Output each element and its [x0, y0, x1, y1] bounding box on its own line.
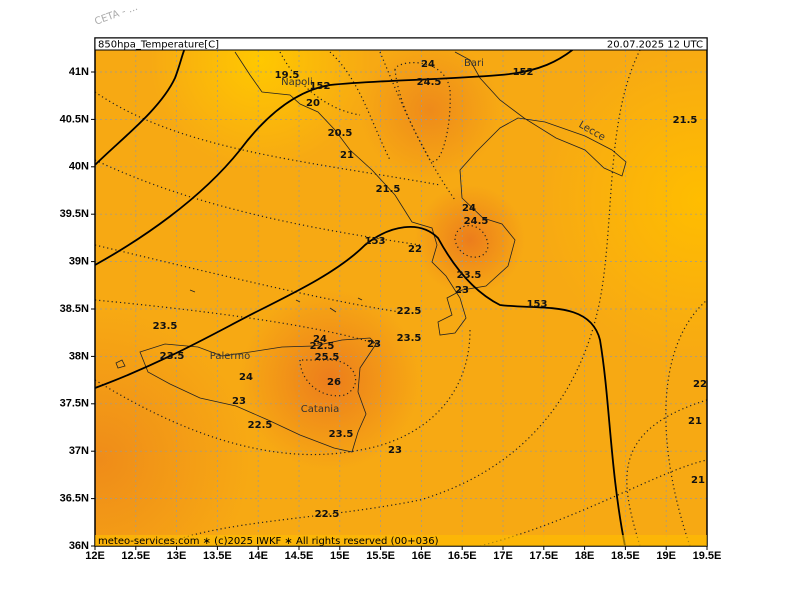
- lat-label: 39N: [69, 256, 89, 268]
- map-title: 850hpa_Temperature[C]: [98, 40, 219, 51]
- map-area: [95, 50, 707, 546]
- header-bar: [94, 37, 708, 51]
- city-label: Bari: [464, 58, 484, 69]
- graticule: [95, 50, 707, 546]
- lat-label: 41N: [69, 66, 89, 78]
- contour-label: 152: [513, 67, 534, 78]
- lat-label: 37.5N: [60, 398, 89, 410]
- coastline: [139, 337, 377, 453]
- city-label: Napoli: [281, 77, 313, 88]
- coastline: [234, 51, 627, 336]
- lon-label: 19.5E: [693, 550, 722, 562]
- watermark: CETA - ...: [93, 2, 139, 28]
- contour-label: 23.5: [457, 270, 482, 281]
- lon-label: 16E: [412, 550, 432, 562]
- lon-label: 12E: [85, 550, 105, 562]
- contour-label: 23.5: [329, 429, 354, 440]
- coastline: [115, 289, 363, 369]
- contour-label: 24: [239, 372, 253, 383]
- contour-label: 24: [421, 59, 435, 70]
- isotherm: [95, 50, 707, 546]
- lat-label: 37N: [69, 445, 89, 457]
- lon-label: 16.5E: [448, 550, 477, 562]
- lat-label: 38N: [69, 350, 89, 362]
- lon-label: 12.5E: [121, 550, 150, 562]
- contour-label: 21.5: [376, 184, 401, 195]
- lon-label: 17.5E: [529, 550, 558, 562]
- footer-bar: [95, 535, 707, 546]
- contour-label: 153: [365, 236, 386, 247]
- contour-label: 22.5: [248, 420, 273, 431]
- contour-label: 26: [327, 377, 341, 388]
- contour-label: 24: [462, 203, 476, 214]
- contour-label: 21.5: [673, 115, 698, 126]
- lon-label: 17E: [493, 550, 513, 562]
- lat-label: 40N: [69, 161, 89, 173]
- geopotential-line: [95, 50, 626, 546]
- contour-label: 22: [408, 244, 422, 255]
- contour-label: 23.5: [397, 333, 422, 344]
- contour-label: 22.5: [397, 306, 422, 317]
- contour-label: 153: [527, 299, 548, 310]
- lon-label: 13E: [167, 550, 187, 562]
- lat-label: 36N: [69, 540, 89, 552]
- contour-label: 25.5: [315, 352, 340, 363]
- contour-label: 22: [693, 379, 707, 390]
- lat-label: 39.5N: [60, 208, 89, 220]
- contour-label: 24.5: [464, 216, 489, 227]
- valid-time: 20.07.2025 12 UTC: [607, 40, 703, 51]
- lon-label: 19E: [656, 550, 676, 562]
- contour-label: 23: [455, 285, 469, 296]
- city-label: Catania: [301, 404, 339, 415]
- contour-label: 23.5: [153, 321, 178, 332]
- contour-label: 22.5: [315, 509, 340, 520]
- contour-label: 23: [367, 339, 381, 350]
- contour-label: 24.5: [417, 77, 442, 88]
- copyright: meteo-services.com ∗ (c)2025 IWKF ∗ All …: [98, 536, 439, 547]
- city-label: Palermo: [210, 351, 250, 362]
- contour-label: 19.5: [275, 70, 300, 81]
- lon-label: 15E: [330, 550, 350, 562]
- contour-label: 23.5: [160, 351, 185, 362]
- lat-label: 40.5N: [60, 113, 89, 125]
- lon-label: 15.5E: [366, 550, 395, 562]
- contour-label: 20: [306, 98, 320, 109]
- contour-label: 23: [388, 445, 402, 456]
- contour-label: 21: [691, 475, 705, 486]
- lon-label: 18.5E: [611, 550, 640, 562]
- contour-label: 24: [313, 334, 327, 345]
- lat-label: 36.5N: [60, 493, 89, 505]
- contour-label: 20.5: [328, 128, 353, 139]
- lon-label: 13.5E: [203, 550, 232, 562]
- contour-label: 152: [310, 81, 331, 92]
- contour-label: 21: [340, 150, 354, 161]
- lon-label: 18E: [575, 550, 595, 562]
- lon-label: 14E: [248, 550, 268, 562]
- contour-label: 23: [232, 396, 246, 407]
- contour-label: 22.5: [310, 341, 335, 352]
- contour-label: 21: [688, 416, 702, 427]
- lat-label: 38.5N: [60, 303, 89, 315]
- lon-label: 14.5E: [285, 550, 314, 562]
